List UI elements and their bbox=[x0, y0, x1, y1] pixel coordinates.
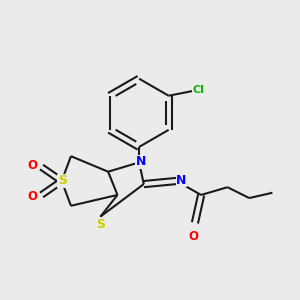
Text: S: S bbox=[58, 175, 67, 188]
Text: N: N bbox=[176, 174, 187, 187]
Text: O: O bbox=[188, 230, 198, 243]
Text: N: N bbox=[136, 155, 146, 168]
Text: S: S bbox=[96, 218, 105, 231]
Text: O: O bbox=[28, 159, 38, 172]
Text: O: O bbox=[28, 190, 38, 203]
Text: Cl: Cl bbox=[193, 85, 205, 95]
